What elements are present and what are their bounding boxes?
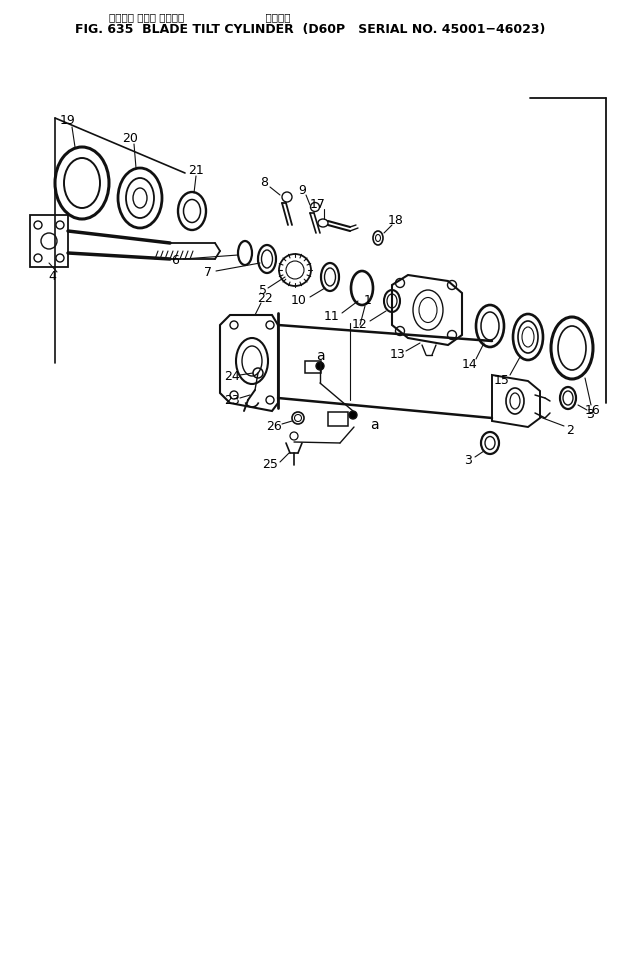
Text: 3: 3: [586, 409, 594, 421]
Text: 24: 24: [224, 371, 240, 383]
Text: 23: 23: [224, 393, 240, 407]
Text: 10: 10: [291, 295, 307, 307]
Text: 21: 21: [188, 164, 204, 177]
Text: 15: 15: [494, 375, 510, 387]
Text: a: a: [316, 349, 324, 363]
Text: 7: 7: [204, 267, 212, 279]
Text: ブレード チルト シリンダ                         適用号機: ブレード チルト シリンダ 適用号機: [109, 12, 291, 22]
Text: 3: 3: [464, 454, 472, 467]
Text: 12: 12: [352, 318, 368, 332]
Text: 4: 4: [48, 270, 56, 282]
Text: 17: 17: [310, 198, 326, 211]
Text: 6: 6: [171, 255, 179, 268]
Text: 1: 1: [364, 295, 372, 307]
Text: 13: 13: [390, 348, 406, 362]
Text: 25: 25: [262, 458, 278, 472]
Text: 11: 11: [324, 310, 340, 323]
Text: 2: 2: [566, 424, 574, 438]
Text: 8: 8: [260, 176, 268, 190]
Text: 22: 22: [257, 292, 273, 305]
Text: 20: 20: [122, 132, 138, 146]
Circle shape: [316, 362, 324, 370]
Text: FIG. 635  BLADE TILT CYLINDER  (D60P   SERIAL NO. 45001−46023): FIG. 635 BLADE TILT CYLINDER (D60P SERIA…: [75, 23, 545, 37]
Text: 16: 16: [585, 405, 601, 417]
Text: 18: 18: [388, 214, 404, 228]
Text: a: a: [370, 418, 378, 432]
Text: 26: 26: [266, 420, 282, 434]
Text: 5: 5: [259, 284, 267, 298]
Text: 9: 9: [298, 185, 306, 198]
Bar: [328, 412, 348, 426]
Text: 14: 14: [462, 358, 478, 372]
Text: 19: 19: [60, 115, 76, 127]
Circle shape: [349, 411, 357, 419]
Bar: [305, 361, 321, 373]
